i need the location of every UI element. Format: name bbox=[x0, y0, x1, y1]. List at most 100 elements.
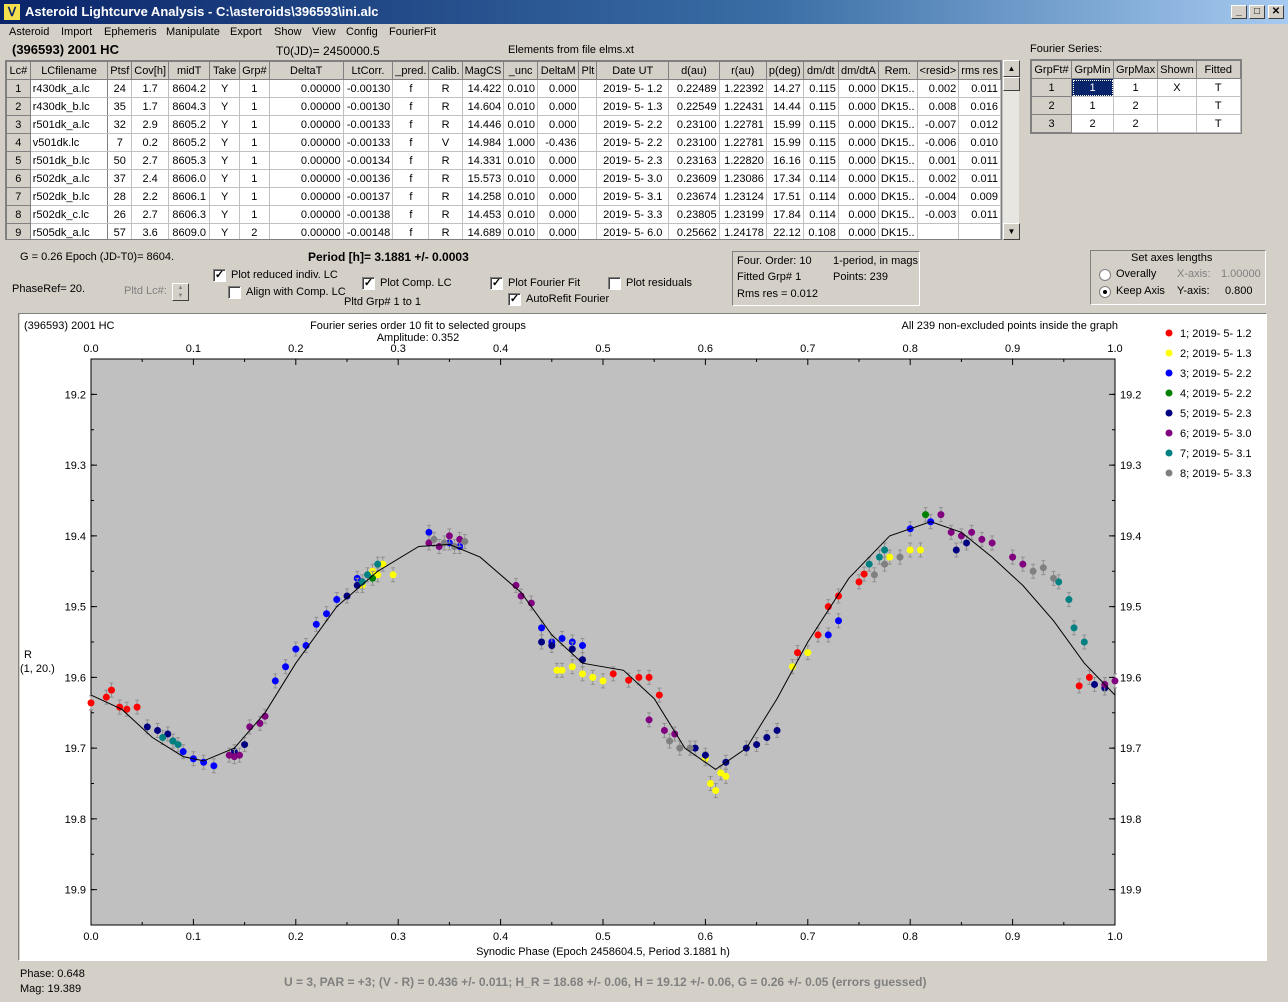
data-point[interactable] bbox=[701, 751, 709, 759]
column-header[interactable]: Calib. bbox=[428, 61, 463, 80]
table-cell[interactable] bbox=[578, 133, 598, 152]
table-cell[interactable]: 0.23609 bbox=[668, 169, 720, 188]
table-cell[interactable]: 0.00000 bbox=[268, 169, 344, 188]
data-point[interactable] bbox=[179, 748, 187, 756]
table-cell[interactable]: 0.010 bbox=[958, 133, 1001, 152]
data-point[interactable] bbox=[963, 539, 971, 547]
table-cell[interactable]: r430dk_a.lc bbox=[29, 79, 109, 98]
table-cell[interactable]: 0.000 bbox=[536, 187, 580, 206]
data-point[interactable] bbox=[788, 663, 796, 671]
data-point[interactable] bbox=[133, 703, 141, 711]
table-cell[interactable]: 0.23674 bbox=[668, 187, 720, 206]
data-point[interactable] bbox=[722, 772, 730, 780]
table-cell[interactable]: 0.22489 bbox=[668, 79, 720, 98]
data-point[interactable] bbox=[1055, 578, 1063, 586]
table-cell[interactable]: 0.000 bbox=[837, 187, 879, 206]
table-row[interactable]: 4 v501dk.lc 7 0.2 8605.2 Y 1 0.00000 -0.00133 f V 1… bbox=[6, 133, 1001, 152]
table-cell[interactable]: 1.24178 bbox=[718, 223, 767, 239]
table-row[interactable]: 3 r501dk_a.lc 32 2.9 8605.2 Y 1 0.00000 -0.00133… bbox=[6, 115, 1001, 134]
table-cell[interactable]: r501dk_b.lc bbox=[29, 151, 109, 170]
table-cell[interactable]: 1.7 bbox=[131, 79, 170, 98]
table-cell[interactable]: 1.23124 bbox=[718, 187, 767, 206]
table-cell[interactable]: 8605.2 bbox=[168, 115, 211, 134]
menu-ephemeris[interactable]: Ephemeris bbox=[104, 26, 157, 38]
table-cell[interactable]: f bbox=[392, 115, 430, 134]
data-point[interactable] bbox=[1080, 638, 1088, 646]
table-cell[interactable]: f bbox=[392, 169, 430, 188]
table-cell[interactable]: 8604.2 bbox=[168, 79, 211, 98]
table-cell[interactable]: 0.011 bbox=[958, 205, 1001, 224]
table-cell[interactable]: f bbox=[392, 79, 430, 98]
row-header[interactable]: 7 bbox=[6, 187, 31, 206]
data-point[interactable] bbox=[169, 737, 177, 745]
data-point[interactable] bbox=[676, 744, 684, 752]
fourier-cell[interactable]: T bbox=[1195, 78, 1241, 97]
align-comp-checkbox[interactable] bbox=[228, 286, 241, 299]
data-point[interactable] bbox=[256, 719, 264, 727]
table-cell[interactable]: 1.7 bbox=[131, 97, 170, 116]
table-cell[interactable]: Y bbox=[209, 151, 240, 170]
table-cell[interactable]: Y bbox=[209, 205, 240, 224]
data-point[interactable] bbox=[579, 670, 587, 678]
table-cell[interactable]: DK15.. bbox=[877, 79, 918, 98]
table-cell[interactable]: 15.573 bbox=[461, 169, 505, 188]
table-row[interactable]: 8 r502dk_c.lc 26 2.7 8606.3 Y 1 0.00000 -0.00138… bbox=[6, 205, 1001, 224]
table-cell[interactable]: 0.00000 bbox=[268, 97, 344, 116]
column-header[interactable]: Grp# bbox=[238, 61, 270, 80]
table-row[interactable]: 2 r430dk_b.lc 35 1.7 8604.3 Y 1 0.00000 -0.00130… bbox=[6, 97, 1001, 116]
table-cell[interactable]: 0.00000 bbox=[268, 79, 344, 98]
data-point[interactable] bbox=[896, 553, 904, 561]
table-row[interactable]: 6 r502dk_a.lc 37 2.4 8606.0 Y 1 0.00000 -0.00136… bbox=[6, 169, 1001, 188]
data-point[interactable] bbox=[235, 751, 243, 759]
table-cell[interactable]: 15.99 bbox=[765, 115, 804, 134]
column-header[interactable]: _unc bbox=[503, 61, 538, 80]
table-cell[interactable]: 0.010 bbox=[503, 97, 538, 116]
data-point[interactable] bbox=[1029, 567, 1037, 575]
column-header[interactable]: Cov[h] bbox=[131, 61, 170, 80]
table-cell[interactable]: Y bbox=[209, 115, 240, 134]
fourier-column-header[interactable]: GrpFt# bbox=[1031, 60, 1072, 79]
table-cell[interactable]: 14.604 bbox=[461, 97, 505, 116]
row-header[interactable]: 3 bbox=[6, 115, 31, 134]
data-point[interactable] bbox=[445, 532, 453, 540]
fourier-row-header[interactable]: 2 bbox=[1031, 96, 1072, 115]
yaxis-value[interactable]: 0.800 bbox=[1225, 285, 1253, 297]
table-cell[interactable]: 57 bbox=[107, 223, 133, 239]
data-point[interactable] bbox=[753, 741, 761, 749]
xaxis-value[interactable]: 1.00000 bbox=[1221, 268, 1261, 280]
fourier-cell[interactable]: T bbox=[1195, 96, 1241, 115]
table-cell[interactable]: -0.00130 bbox=[342, 79, 394, 98]
table-cell[interactable]: 0.012 bbox=[958, 115, 1001, 134]
data-point[interactable] bbox=[1039, 564, 1047, 572]
table-cell[interactable]: 1.22820 bbox=[718, 151, 767, 170]
table-cell[interactable]: 32 bbox=[107, 115, 133, 134]
table-cell[interactable]: 1 bbox=[238, 205, 270, 224]
menu-asteroid[interactable]: Asteroid bbox=[9, 26, 50, 38]
column-header[interactable]: midT bbox=[168, 61, 211, 80]
row-header[interactable]: 2 bbox=[6, 97, 31, 116]
data-point[interactable] bbox=[159, 734, 167, 742]
table-cell[interactable]: 14.446 bbox=[461, 115, 505, 134]
table-cell[interactable]: 2019- 5- 2.2 bbox=[596, 115, 670, 134]
data-point[interactable] bbox=[865, 560, 873, 568]
table-cell[interactable]: 14.27 bbox=[765, 79, 804, 98]
scroll-thumb[interactable] bbox=[1003, 77, 1020, 91]
data-point[interactable] bbox=[870, 571, 878, 579]
data-point[interactable] bbox=[374, 560, 382, 568]
data-point[interactable] bbox=[558, 666, 566, 674]
data-point[interactable] bbox=[1019, 560, 1027, 568]
table-cell[interactable]: -0.003 bbox=[916, 205, 960, 224]
table-cell[interactable]: 1.22781 bbox=[718, 133, 767, 152]
table-cell[interactable]: R bbox=[428, 97, 463, 116]
table-cell[interactable] bbox=[916, 223, 960, 239]
data-point[interactable] bbox=[660, 726, 668, 734]
table-cell[interactable]: 8604.3 bbox=[168, 97, 211, 116]
table-cell[interactable]: 0.002 bbox=[916, 169, 960, 188]
table-cell[interactable]: R bbox=[428, 115, 463, 134]
data-point[interactable] bbox=[174, 741, 182, 749]
column-header[interactable]: _pred. bbox=[392, 61, 430, 80]
table-cell[interactable]: 1.22392 bbox=[718, 79, 767, 98]
column-header[interactable]: <resid> bbox=[916, 61, 960, 80]
